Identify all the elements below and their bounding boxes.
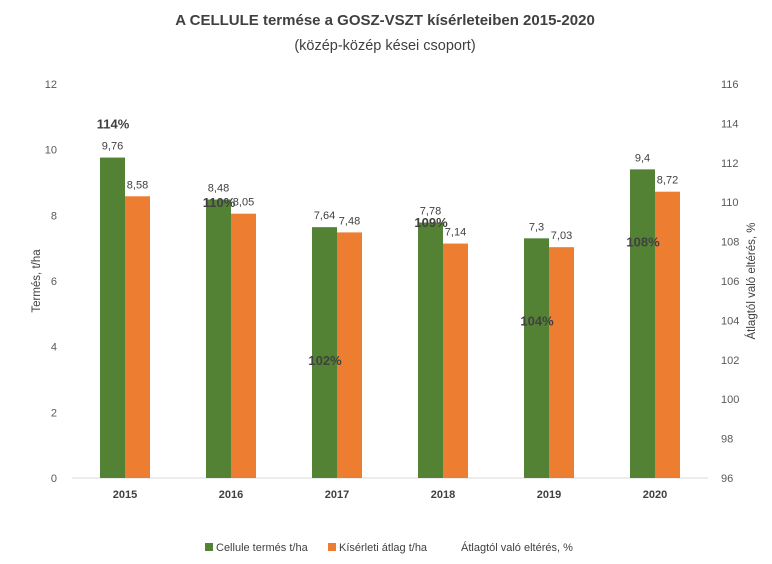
- category-labels: 2015 2016 2017 2018 2019 2020: [113, 489, 667, 501]
- bar-value-labels: 9,76 8,58 8,48 8,05 7,64 7,48 7,78 7,14 7,3 7,03 9…: [102, 141, 678, 243]
- y2-tick-label: 96: [721, 473, 733, 485]
- bar-value-label: 9,4: [635, 152, 650, 164]
- bar-value-label: 7,3: [529, 221, 544, 233]
- legend-label-cellule: Cellule termés t/ha: [216, 542, 309, 554]
- y2-tick-label: 98: [721, 434, 733, 446]
- category-label: 2019: [537, 489, 561, 501]
- y2-axis-label: Átlagtól való eltérés, %: [745, 223, 758, 340]
- bar-cellule-2015: [100, 157, 125, 478]
- category-label: 2020: [643, 489, 667, 501]
- y-tick-label: 0: [51, 473, 57, 485]
- percentage-label: 104%: [520, 313, 554, 328]
- y2-tick-label: 100: [721, 394, 739, 406]
- legend-swatch-cellule: [205, 543, 213, 551]
- bar-atlag-2017: [337, 232, 362, 478]
- legend-label-elteres: Átlagtól való eltérés, %: [461, 541, 573, 554]
- percentage-label: 110%: [203, 195, 236, 210]
- bar-value-label: 8,58: [127, 179, 148, 191]
- bar-cellule-2016: [206, 199, 231, 478]
- y-tick-label: 12: [45, 79, 57, 91]
- bar-value-label: 7,48: [339, 215, 360, 227]
- category-label: 2018: [431, 489, 455, 501]
- bar-cellule-2020: [630, 169, 655, 478]
- percentage-label: 109%: [414, 215, 448, 230]
- bar-cellule-2018: [418, 222, 443, 478]
- category-label: 2015: [113, 489, 137, 501]
- y-axis-label: Termés, t/ha: [31, 249, 43, 313]
- y2-tick-label: 102: [721, 355, 739, 367]
- bar-atlag-2015: [125, 196, 150, 479]
- y2-tick-label: 106: [721, 276, 739, 288]
- legend-label-atlag: Kísérleti átlag t/ha: [339, 542, 428, 554]
- right-axis-ticks: 96 98 100 102 104 106 108 110 112 114 116: [721, 79, 739, 485]
- chart-title: A CELLULE termése a GOSZ-VSZT kísérletei…: [175, 12, 595, 29]
- percentage-label: 114%: [97, 116, 130, 131]
- y2-tick-label: 112: [721, 158, 739, 170]
- y-tick-label: 2: [51, 407, 57, 419]
- bar-atlag-2016: [231, 213, 256, 479]
- category-label: 2017: [325, 489, 349, 501]
- bar-value-label: 8,72: [657, 175, 678, 187]
- bar-value-label: 7,03: [551, 230, 572, 242]
- bar-atlag-2019: [549, 247, 574, 478]
- bar-atlag-2020: [655, 191, 680, 478]
- y2-tick-label: 110: [721, 197, 739, 209]
- y-tick-label: 10: [45, 145, 57, 157]
- bar-value-label: 7,78: [420, 206, 441, 218]
- y-tick-label: 6: [51, 276, 57, 288]
- bar-atlag-2018: [443, 243, 468, 478]
- bar-cellule-2017: [312, 227, 337, 478]
- y2-tick-label: 104: [721, 315, 739, 327]
- y2-tick-label: 116: [721, 79, 739, 91]
- percentage-labels: 114% 110% 102% 109% 104% 108%: [97, 116, 660, 367]
- bar-value-label: 7,64: [314, 210, 335, 222]
- bars-group: [100, 157, 680, 479]
- y2-tick-label: 114: [721, 118, 739, 130]
- chart-subtitle: (közép-közép kései csoport): [294, 38, 475, 54]
- legend-swatch-atlag: [328, 543, 336, 551]
- bar-value-label: 8,48: [208, 183, 229, 195]
- legend: Cellule termés t/ha Kísérleti átlag t/ha…: [205, 541, 573, 554]
- bar-cellule-2019: [524, 238, 549, 478]
- percentage-label: 108%: [626, 235, 660, 250]
- bar-value-label: 7,14: [445, 227, 466, 239]
- y-tick-label: 4: [51, 342, 57, 354]
- bar-value-label: 9,76: [102, 141, 123, 153]
- left-axis-ticks: 0 2 4 6 8 10 12: [45, 79, 57, 485]
- bar-value-label: 8,05: [233, 197, 254, 209]
- category-label: 2016: [219, 489, 243, 501]
- percentage-label: 102%: [308, 353, 342, 368]
- y2-tick-label: 108: [721, 237, 739, 249]
- y-tick-label: 8: [51, 210, 57, 222]
